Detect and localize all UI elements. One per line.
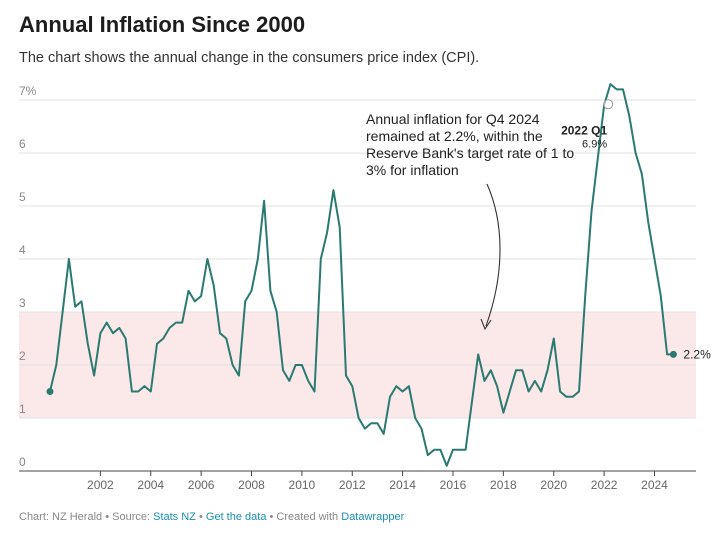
annotation-text-line: Annual inflation for Q4 2024 [366, 111, 540, 127]
datawrapper-link[interactable]: Datawrapper [341, 511, 405, 523]
y-tick-label: 7% [19, 84, 37, 98]
peak-marker [603, 99, 614, 110]
y-tick-label: 0 [19, 455, 26, 469]
source-link[interactable]: Stats NZ [153, 511, 196, 523]
y-axis-ticks: 0 1 2 3 4 5 6 7% [19, 84, 37, 469]
annotation-arrowhead [480, 318, 492, 331]
annotation-layer: 2.2% 2022 Q16.9% Annual inflation for Q4 2… [366, 99, 711, 361]
x-tick-label: 2002 [87, 478, 114, 492]
y-tick-label: 5 [19, 190, 26, 204]
y-tick-label: 6 [19, 137, 26, 151]
footer-separator: • [198, 511, 203, 523]
x-tick-label: 2012 [339, 478, 366, 492]
footer-credit: Chart: NZ Herald [19, 511, 103, 523]
footer-source-prefix: Source: [112, 511, 151, 523]
x-tick-label: 2008 [238, 478, 265, 492]
series-layer [46, 83, 677, 467]
y-tick-label: 3 [19, 296, 26, 310]
end-value-label: 2.2% [683, 347, 711, 361]
chart-footer: Chart: NZ Herald • Source: Stats NZ • Ge… [19, 511, 404, 523]
x-tick-label: 2006 [188, 478, 215, 492]
x-tick-label: 2014 [389, 478, 416, 492]
y-tick-label: 1 [19, 402, 26, 416]
y-tick-label: 4 [19, 243, 26, 257]
get-data-link[interactable]: Get the data [205, 511, 267, 523]
x-axis-ticks: 2002 2004 2006 2008 2010 2012 2014 2016 2018 2020… [87, 471, 668, 492]
chart-subtitle: The chart shows the annual change in the… [19, 50, 480, 66]
x-tick-label: 2018 [490, 478, 517, 492]
footer-separator: • [269, 511, 274, 523]
annotation-arrow [485, 183, 501, 327]
end-point [669, 350, 677, 358]
x-tick-label: 2020 [540, 478, 567, 492]
footer-created-with: Created with [276, 511, 339, 523]
x-tick-label: 2024 [641, 478, 668, 492]
peak-value-label: 6.9% [582, 138, 607, 150]
annotation-text-line: remained at 2.2%, within the [366, 128, 543, 144]
footer-separator: • [105, 511, 110, 523]
peak-label: 2022 Q1 [561, 123, 607, 137]
annotation-text-line: 3% for inflation [366, 162, 459, 178]
annotation-text-line: Reserve Bank's target rate of 1 to [366, 145, 574, 161]
start-point [46, 388, 54, 395]
series-line-cpi [49, 83, 675, 467]
y-tick-label: 2 [19, 349, 26, 363]
chart-title: Annual Inflation Since 2000 [19, 12, 306, 37]
x-tick-label: 2010 [289, 478, 316, 492]
x-tick-label: 2004 [137, 478, 164, 492]
x-tick-label: 2016 [440, 478, 467, 492]
gridlines [19, 99, 696, 472]
x-tick-label: 2022 [591, 478, 618, 492]
